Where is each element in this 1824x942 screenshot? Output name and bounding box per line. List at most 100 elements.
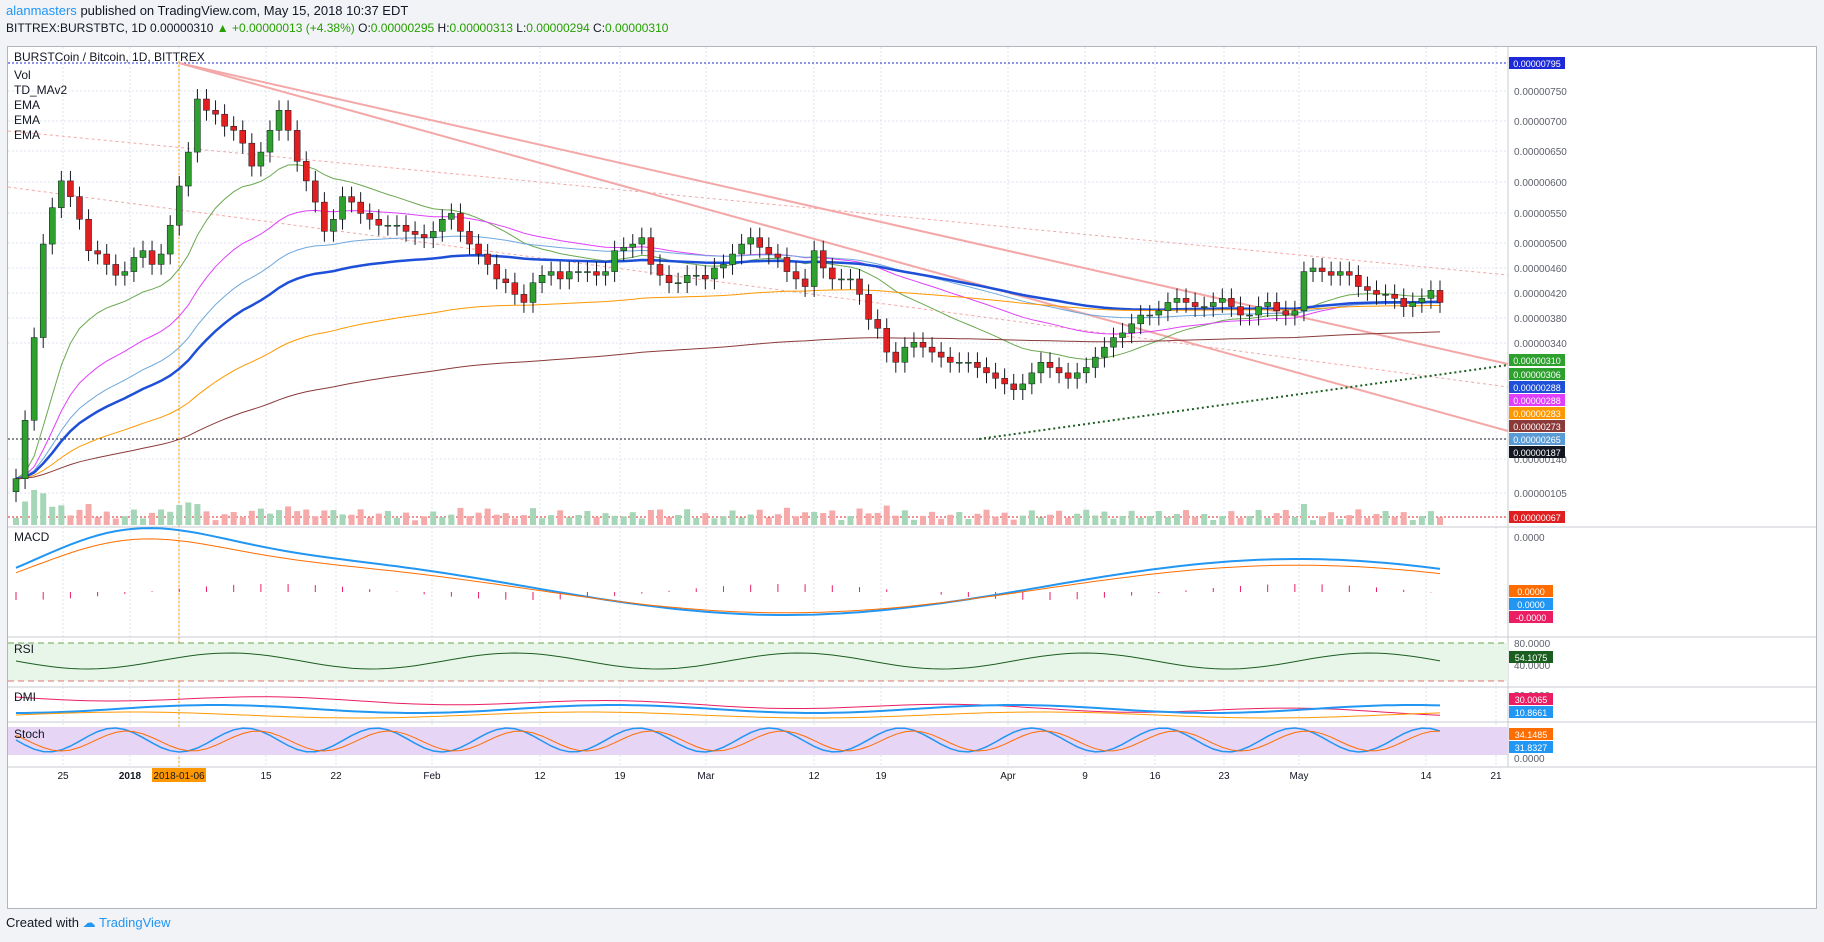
macd-badge-value: 0.0000 (1517, 587, 1545, 597)
candle-body (738, 243, 745, 255)
candle-body (511, 282, 519, 295)
volume-bar (403, 512, 410, 525)
candle-body (293, 130, 301, 162)
candle-body (1010, 383, 1017, 390)
candle-body (257, 151, 265, 167)
volume-bar (276, 510, 283, 525)
rsi-axis-label: 80.0000 (1514, 639, 1551, 650)
volume-bar (1192, 517, 1199, 525)
volume-bar (384, 511, 391, 525)
candle-body (983, 367, 990, 374)
candle-body (1273, 302, 1280, 312)
publish-header: alanmasters published on TradingView.com… (0, 0, 1824, 40)
candle-body (76, 196, 83, 220)
volume-bar (239, 517, 246, 525)
volume-bar (194, 504, 201, 525)
volume-bar (865, 513, 872, 525)
x-tick-label: 12 (534, 771, 546, 782)
author-link[interactable]: alanmasters (6, 3, 77, 18)
study-label: EMA (14, 98, 40, 112)
candle-body (1137, 314, 1144, 325)
volume-bar (266, 513, 273, 525)
candle-body (547, 271, 555, 276)
volume-bar (711, 518, 718, 525)
x-tick-label: 19 (614, 771, 626, 782)
candle-body (1409, 302, 1417, 307)
volume-bar (112, 518, 119, 525)
candle-body (1282, 310, 1290, 316)
volume-bar (1074, 513, 1081, 525)
volume-bar (529, 508, 536, 525)
candle-body (792, 271, 800, 280)
volume-bar (67, 515, 74, 525)
x-tick-label: 23 (1218, 771, 1230, 782)
volume-bar (829, 510, 836, 525)
price-tick-label: 0.00000500 (1514, 239, 1567, 250)
volume-bar (257, 508, 264, 525)
volume-bar (1219, 516, 1226, 525)
candle-body (1318, 267, 1326, 272)
candle-body (629, 243, 637, 248)
volume-bar (1046, 514, 1053, 525)
candle-body (1073, 372, 1081, 379)
candle-body (420, 234, 428, 238)
tradingview-link[interactable]: TradingView (99, 915, 171, 930)
open-value: 0.00000295 (370, 21, 435, 35)
study-label: EMA (14, 128, 40, 142)
chart-svg[interactable]: 25 2018 2018-01-06 15 22 Feb 12 19 Mar 12 19 Apr 9 16… (7, 47, 1816, 908)
candle-body (1364, 286, 1371, 291)
candle-body (810, 250, 818, 287)
price-tick-label: 0.00000650 (1514, 147, 1567, 158)
candle-body (312, 180, 319, 203)
volume-bar (22, 501, 29, 525)
candle-body (756, 237, 763, 248)
volume-bar (139, 518, 146, 525)
candle-body (30, 337, 38, 421)
dmi-plus-line (15, 696, 1441, 716)
candle-body (856, 278, 863, 295)
volume-bar (1437, 517, 1443, 525)
price-badge-value: 0.00000288 (1513, 396, 1561, 406)
candle-body (103, 253, 110, 265)
candle-body (729, 253, 736, 265)
candle-body (538, 274, 546, 283)
candle-body (847, 278, 854, 281)
candle-body (874, 319, 881, 329)
candle-body (702, 274, 709, 280)
chart-container[interactable]: 25 2018 2018-01-06 15 22 Feb 12 19 Mar 12 19 Apr 9 16… (7, 46, 1817, 909)
candle-body (1191, 302, 1199, 307)
volume-bar (1337, 519, 1344, 525)
ema-orange-line (15, 289, 1440, 480)
price-tick-label: 0.00000140 (1514, 455, 1567, 466)
volume-bar (892, 515, 899, 525)
pane-label-macd: MACD (14, 530, 50, 544)
candle-body (1001, 378, 1008, 385)
study-label: EMA (14, 113, 40, 127)
date-cursor-badge (152, 768, 206, 782)
candle-body (584, 271, 591, 273)
ema-lightblue-line (15, 235, 1440, 480)
volume-bar (802, 512, 809, 525)
x-tick-label: 2018 (119, 771, 142, 782)
volume-bar (602, 513, 609, 525)
candle-body (520, 294, 528, 303)
volume-bar (1237, 518, 1244, 525)
ema-green-line (15, 164, 1441, 480)
price-badge-value: 0.00000310 (1513, 356, 1561, 366)
candle-body (529, 282, 537, 303)
stoch-band (8, 727, 1508, 755)
price-badge (1509, 381, 1565, 393)
candle-body (919, 342, 927, 348)
candle-body (1164, 302, 1172, 312)
candle-body (992, 372, 999, 379)
candle-body (674, 282, 682, 284)
candle-body (339, 196, 346, 220)
candle-body (1219, 298, 1226, 303)
candle-body (212, 110, 219, 115)
candle-body (1418, 298, 1426, 303)
volume-bar (965, 519, 972, 525)
ohlc-line: BITTREX:BURSTBTC, 1D 0.00000310 ▲ +0.000… (6, 21, 668, 35)
volume-bar (874, 512, 881, 525)
candle-body (1146, 314, 1154, 317)
volume-bar (929, 511, 936, 525)
